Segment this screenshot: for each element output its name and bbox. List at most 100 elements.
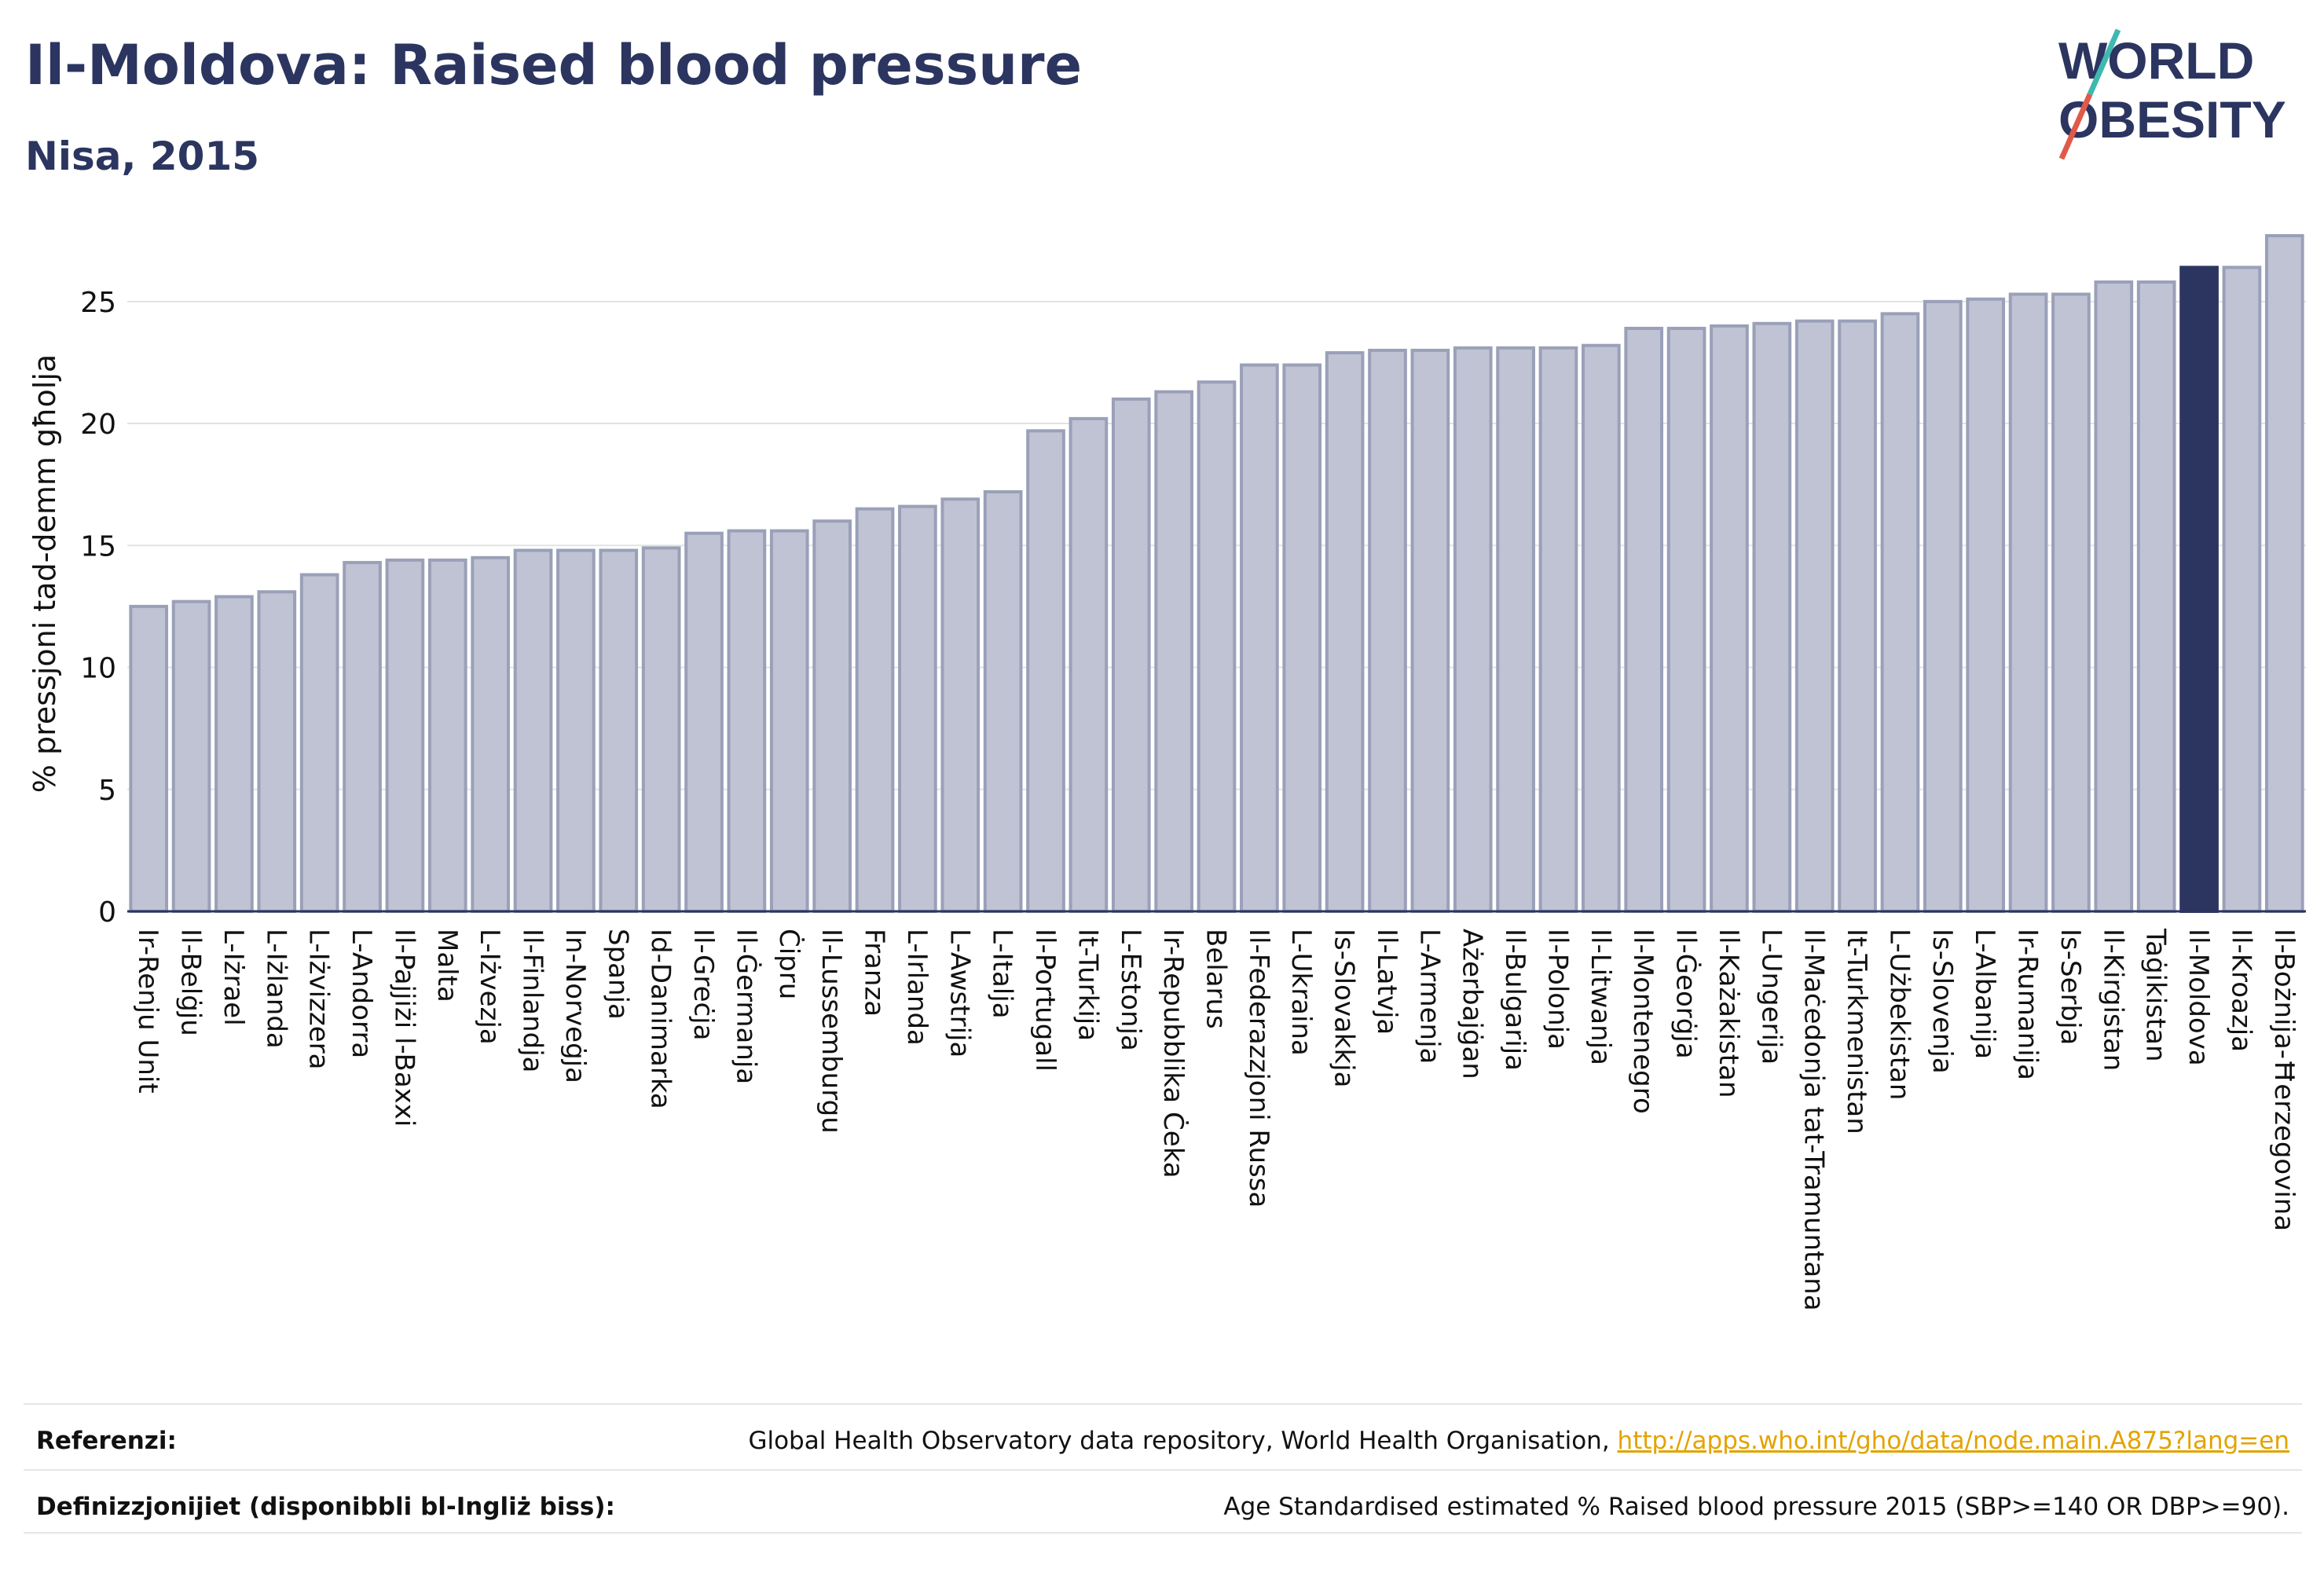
x-tick-label: In-Norveġja — [559, 929, 591, 1083]
bar — [427, 558, 467, 913]
y-tick-label: 20 — [80, 409, 116, 441]
footer-reference: Global Health Observatory data repositor… — [748, 1427, 2289, 1455]
x-tick-label: L-Iżvezja — [474, 929, 505, 1045]
bar — [1752, 321, 1792, 913]
x-tick-label: Id-Danimarka — [645, 929, 676, 1109]
x-tick-label: Ċipru — [773, 929, 805, 999]
bar — [1624, 326, 1664, 913]
x-tick-label: L-Italja — [987, 929, 1018, 1019]
y-tick-label: 15 — [80, 530, 116, 563]
bar — [1282, 363, 1322, 914]
x-tick-label: L-Andorra — [346, 929, 377, 1058]
x-tick-label: Il-Bożnija-Ħerzegovina — [2268, 929, 2300, 1231]
bar — [1966, 297, 2006, 913]
bar — [513, 548, 553, 914]
bar — [1197, 380, 1237, 913]
footer-definition-label: Definizzjonijiet (disponibbli bl-Ingliż … — [36, 1493, 615, 1521]
bar-chart: 0 5 10 15 20 25 Ir-Renju Unit Il-Belġju L-Iżrae… — [27, 234, 2306, 1311]
x-tick-label: Il-Kirgistan — [2097, 929, 2128, 1071]
x-tick-label: L-Ungerija — [1755, 929, 1787, 1065]
bar — [471, 555, 511, 914]
x-tick-label: Is-Slovenja — [1926, 929, 1958, 1074]
bar — [2136, 280, 2176, 913]
x-tick-label: Spanja — [602, 929, 633, 1020]
bar — [727, 529, 767, 913]
chart-subtitle: Nisa, 2015 — [25, 134, 260, 179]
x-tick-label: Il-Pajjiżi l-Baxxi — [388, 929, 420, 1127]
bar — [1154, 390, 1193, 913]
bar-highlight — [2179, 266, 2219, 913]
x-tick-label: L-Iżlanda — [260, 929, 291, 1049]
bar — [1710, 324, 1749, 913]
world-obesity-logo: WORLD OBESITY — [2058, 28, 2286, 160]
bar — [2008, 292, 2048, 913]
bar — [343, 561, 382, 913]
x-tick-label: Il-Finlandja — [517, 929, 548, 1073]
footer-divider-bottom — [24, 1532, 2302, 1534]
x-tick-label: L-Irlanda — [901, 929, 933, 1046]
bar — [1111, 398, 1151, 913]
bar — [1880, 312, 1920, 914]
bars — [129, 234, 2304, 914]
x-tick-label: Il-Latvja — [1371, 929, 1402, 1035]
x-tick-label: It-Turkija — [1072, 929, 1103, 1041]
bar — [1538, 346, 1578, 914]
x-tick-label: L-Ukraina — [1285, 929, 1317, 1056]
bar — [556, 548, 596, 914]
x-tick-label: Il-Każakistan — [1713, 929, 1744, 1098]
bar — [641, 546, 681, 913]
x-tick-label: Il-Polonja — [1541, 929, 1573, 1050]
x-tick-label: Il-Ġermanja — [730, 929, 762, 1084]
bar — [1026, 429, 1065, 913]
footer-reference-label: Referenzi: — [36, 1427, 177, 1455]
x-tick-label: Il-Lussemburgu — [816, 929, 847, 1134]
y-axis-label: % pressjoni tad-demm għolja — [27, 354, 62, 793]
bar — [855, 507, 895, 913]
x-tick-label: L-Estonja — [1115, 929, 1146, 1051]
x-tick-label: It-Turkmenistan — [1841, 929, 1872, 1134]
x-tick-label: Taġikistan — [2140, 928, 2172, 1062]
bar — [171, 599, 211, 913]
logo-line1: WORLD — [2058, 31, 2254, 90]
logo-slash-bottom — [2058, 93, 2093, 160]
x-tick-label: Il-Moldova — [2183, 929, 2214, 1066]
x-tick-label: Ir-Repubblika Ċeka — [1157, 929, 1189, 1178]
bar — [684, 531, 724, 914]
x-tick-label: Il-Bulgarija — [1499, 929, 1530, 1071]
x-tick-label: Il-Ġeorġja — [1670, 929, 1703, 1059]
y-tick-label: 10 — [80, 653, 116, 685]
x-tick-label: Ir-Renju Unit — [132, 929, 163, 1094]
bar — [1069, 416, 1109, 913]
x-tick-label: Il-Maċedonja tat-Tramuntana — [1798, 929, 1830, 1311]
bar — [1794, 319, 1835, 913]
logo-slash-top — [2087, 28, 2121, 96]
x-tick-label: Malta — [431, 929, 463, 1002]
bar — [1838, 319, 1877, 913]
x-tick-label: L-Armenja — [1413, 929, 1445, 1064]
bar — [940, 497, 981, 913]
x-tick-label: Franza — [859, 929, 890, 1017]
x-tick-label: Il-Montenegro — [1627, 929, 1659, 1114]
x-tick-label: Il-Portugall — [1029, 929, 1061, 1072]
x-tick-label: L-Iżvizzera — [303, 929, 335, 1069]
bar — [1325, 351, 1365, 913]
y-tick-label: 5 — [98, 775, 116, 807]
x-tick-label: Il-Kroazja — [2225, 929, 2256, 1052]
bar — [1582, 343, 1621, 913]
x-tick-label: Ażerbajġan — [1457, 929, 1488, 1079]
bar — [1410, 348, 1450, 913]
footer-reference-link[interactable]: http://apps.who.int/gho/data/node.main.A… — [1617, 1427, 2289, 1455]
bar — [2264, 234, 2304, 913]
x-tick-label: L-Użbekistan — [1883, 929, 1915, 1100]
bar — [812, 519, 852, 913]
x-tick-label: Il-Belġju — [175, 929, 207, 1036]
bar — [2051, 292, 2091, 913]
x-tick-label: Ir-Rumanija — [2012, 929, 2044, 1080]
x-tick-label: Il-Federazzjoni Russa — [1243, 929, 1274, 1208]
bar — [1923, 299, 1963, 913]
bar — [1240, 363, 1279, 914]
x-tick-label: Is-Serbja — [2055, 929, 2086, 1045]
bar — [1496, 346, 1535, 914]
x-tick-label: L-Iżrael — [218, 929, 249, 1026]
bar — [898, 504, 937, 913]
